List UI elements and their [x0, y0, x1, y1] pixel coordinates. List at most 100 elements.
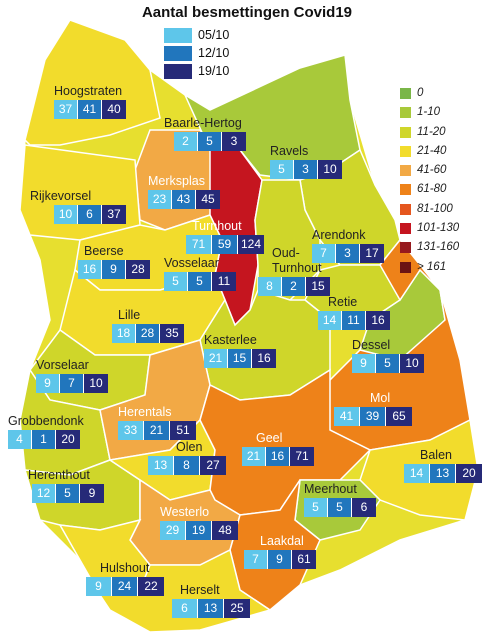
count-19-10: 45	[196, 190, 220, 209]
scale-swatch	[400, 242, 411, 254]
legend-week-3-label: 19/10	[198, 64, 230, 78]
count-05-10: 8	[258, 277, 282, 296]
municipality-name: Vorselaar	[36, 358, 89, 372]
legend-week-2-swatch	[164, 46, 192, 61]
scale-swatch	[400, 261, 411, 273]
municipality-oud-turnhout: Oud-Turnhout 8 2 15	[258, 246, 332, 296]
scale-swatch	[400, 184, 411, 196]
count-12-10: 3	[294, 160, 318, 179]
count-12-10: 5	[56, 484, 80, 503]
count-12-10: 21	[144, 421, 170, 440]
count-05-10: 5	[270, 160, 294, 179]
scale-label: 101-130	[417, 222, 460, 235]
scale-label: 21-40	[417, 144, 447, 157]
scale-swatch	[400, 165, 411, 177]
count-19-10: 65	[386, 407, 412, 426]
count-19-10: 71	[290, 447, 314, 466]
count-05-10: 13	[148, 456, 174, 475]
count-05-10: 41	[334, 407, 360, 426]
municipality-ravels: Ravels 5 3 10	[270, 144, 342, 179]
municipality-name: Dessel	[352, 338, 391, 352]
map-title: Aantal besmettingen Covid19	[141, 4, 353, 21]
municipality-name: Herselt	[180, 583, 220, 597]
color-scale-legend: 0 1-10 11-20 21-40 41-60 61-80 81-100 10…	[400, 86, 492, 279]
count-05-10: 37	[54, 100, 78, 119]
count-12-10: 5	[188, 272, 212, 291]
count-12-10: 28	[136, 324, 160, 343]
municipality-herenthout: Herenthout 12 5 9	[28, 468, 104, 503]
scale-label: > 161	[417, 260, 447, 273]
municipality-vorselaar: Vorselaar 9 7 10	[36, 358, 108, 393]
count-05-10: 5	[304, 498, 328, 517]
count-19-10: 22	[138, 577, 164, 596]
municipality-name: Hoogstraten	[54, 84, 123, 98]
count-12-10: 5	[328, 498, 352, 517]
municipality-retie: Retie 14 11 16	[318, 295, 390, 330]
count-12-10: 3	[336, 244, 360, 263]
scale-row: 21-40	[400, 144, 492, 163]
legend-week-2: 12/10	[164, 46, 364, 62]
count-19-10: 61	[292, 550, 316, 569]
municipality-herselt: Herselt 6 13 25	[172, 583, 250, 618]
scale-row: 101-130	[400, 221, 492, 240]
scale-row: 131-160	[400, 240, 492, 259]
count-12-10: 24	[112, 577, 138, 596]
count-05-10: 5	[164, 272, 188, 291]
municipality-beerse: Beerse 16 9 28	[78, 244, 150, 279]
municipality-kasterlee: Kasterlee 21 15 16	[204, 333, 276, 368]
count-19-10: 40	[102, 100, 126, 119]
count-12-10: 39	[360, 407, 386, 426]
scale-row: 11-20	[400, 125, 492, 144]
count-05-10: 12	[32, 484, 56, 503]
municipality-name: Hulshout	[100, 561, 150, 575]
municipality-grobbendonk: Grobbendonk 4 1 20	[8, 414, 84, 449]
count-05-10: 2	[174, 132, 198, 151]
municipality-olen: Olen 13 8 27	[148, 440, 226, 475]
count-05-10: 14	[318, 311, 342, 330]
municipality-mol: Mol 41 39 65	[334, 391, 412, 426]
count-12-10: 11	[342, 311, 366, 330]
count-19-10: 10	[400, 354, 424, 373]
count-12-10: 5	[376, 354, 400, 373]
municipality-name: Olen	[176, 440, 203, 454]
municipality-name: Westerlo	[160, 505, 210, 519]
count-12-10: 7	[60, 374, 84, 393]
municipality-lille: Lille 18 28 35	[112, 308, 184, 343]
municipality-turnhout: Turnhout 71 59 124	[186, 219, 264, 254]
count-19-10: 11	[212, 272, 236, 291]
count-05-10: 6	[172, 599, 198, 618]
scale-label: 131-160	[417, 241, 460, 254]
municipality-westerlo: Westerlo 29 19 48	[160, 505, 238, 540]
scale-row: 41-60	[400, 163, 492, 182]
count-05-10: 21	[204, 349, 228, 368]
municipality-name: Laakdal	[260, 534, 304, 548]
count-12-10: 5	[198, 132, 222, 151]
count-05-10: 71	[186, 235, 212, 254]
scale-label: 81-100	[417, 202, 453, 215]
municipality-name: Ravels	[270, 144, 309, 158]
municipality-arendonk: Arendonk 7 3 17	[312, 228, 384, 263]
count-19-10: 6	[352, 498, 376, 517]
count-19-10: 35	[160, 324, 184, 343]
count-19-10: 20	[456, 464, 482, 483]
count-19-10: 48	[212, 521, 238, 540]
scale-swatch	[400, 223, 411, 235]
count-12-10: 2	[282, 277, 306, 296]
count-19-10: 37	[102, 205, 126, 224]
count-12-10: 1	[32, 430, 56, 449]
count-19-10: 3	[222, 132, 246, 151]
municipality-laakdal: Laakdal 7 9 61	[244, 534, 316, 569]
count-05-10: 21	[242, 447, 266, 466]
count-12-10: 9	[102, 260, 126, 279]
count-05-10: 16	[78, 260, 102, 279]
count-12-10: 9	[268, 550, 292, 569]
scale-row: 0	[400, 86, 492, 105]
municipality-name: Lille	[118, 308, 141, 322]
count-19-10: 27	[200, 456, 226, 475]
count-05-10: 9	[86, 577, 112, 596]
count-05-10: 14	[404, 464, 430, 483]
municipality-name: Oud-Turnhout	[272, 246, 322, 275]
scale-row: > 161	[400, 260, 492, 279]
